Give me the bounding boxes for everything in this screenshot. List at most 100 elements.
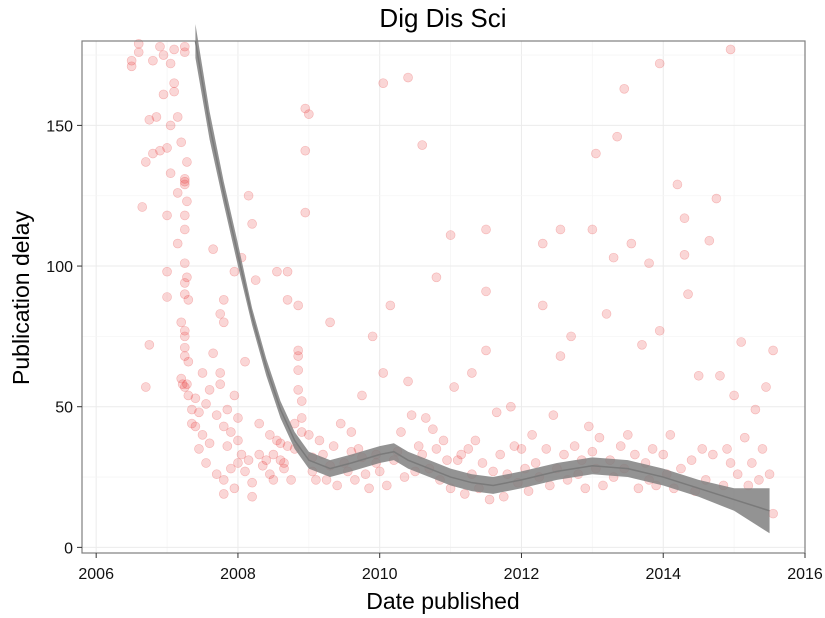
data-point [637,340,647,350]
data-point [222,404,233,415]
data-point [279,458,289,468]
data-point [293,345,303,356]
data-point [208,348,218,359]
data-point [183,295,194,305]
y-axis-title: Publication delay [8,211,34,385]
data-point [254,418,265,429]
data-point [126,55,137,66]
data-point [268,475,279,485]
y-tick-label: 0 [64,540,73,557]
data-point [176,317,187,328]
data-point [222,441,233,451]
data-point [633,483,644,494]
data-point [555,224,566,235]
data-point [179,176,190,187]
data-point [197,430,208,440]
data-point [265,430,275,440]
data-point [381,480,392,491]
data-point [612,131,622,142]
smooth-line [194,40,770,512]
data-point [215,379,226,390]
x-tick-label: 2016 [787,566,823,583]
data-point [282,295,293,305]
data-point [162,210,172,221]
data-point [201,458,211,468]
data-point [555,351,566,361]
data-point [378,78,389,88]
data-point [452,455,463,465]
plot-panel [81,40,806,554]
data-point [725,44,736,55]
data-point [630,449,640,460]
data-point [516,444,527,454]
data-point [197,368,208,378]
data-point [293,365,303,375]
data-point [140,157,151,167]
data-point [750,404,761,415]
data-point [488,466,498,477]
data-point [580,483,591,494]
data-point [179,325,190,336]
data-point [158,50,169,60]
data-point [272,435,282,446]
data-point [615,441,626,451]
data-point [126,61,137,72]
data-point [293,300,303,311]
data-point [211,410,222,420]
data-point [601,309,612,319]
data-point [165,168,176,179]
data-point [399,472,410,482]
data-point [179,289,190,299]
data-point [463,444,474,454]
data-point [229,266,240,277]
data-point [654,325,665,336]
data-point [176,137,187,148]
data-point [250,275,261,285]
data-point [233,435,243,446]
data-point [566,331,576,342]
data-point [569,441,580,451]
data-point [683,289,693,299]
data-point [335,418,346,429]
data-point [172,188,183,198]
data-point [140,382,151,392]
x-tick-label: 2006 [78,566,114,583]
data-point [403,72,413,83]
data-point [194,407,204,418]
data-point [304,109,314,119]
data-point [179,174,190,184]
data-point [179,278,190,288]
data-point [679,250,690,260]
data-point [498,491,509,502]
data-point [282,266,293,277]
data-point [272,266,282,277]
data-point [428,424,438,435]
data-point [243,190,254,201]
y-axis-ticks: 0 50 100 150 [46,118,82,557]
data-point [378,368,389,378]
data-point [654,58,665,69]
data-point [240,466,250,477]
chart-title: Dig Dis Sci [379,3,506,33]
data-point [697,444,708,454]
data-point [732,469,743,480]
data-point [598,480,608,491]
data-point [187,404,197,415]
data-point [658,449,669,460]
data-point [328,441,339,451]
data-point [357,390,367,401]
data-point [229,483,240,494]
y-tick-label: 100 [46,259,73,276]
data-point [431,272,442,283]
data-point [527,430,537,440]
data-point [243,455,254,465]
data-point [467,368,477,378]
data-point [247,491,257,502]
data-point [729,390,739,401]
data-point [169,78,179,88]
data-point [182,196,192,207]
data-point [506,401,516,412]
data-point [541,444,552,454]
data-point [608,252,619,263]
